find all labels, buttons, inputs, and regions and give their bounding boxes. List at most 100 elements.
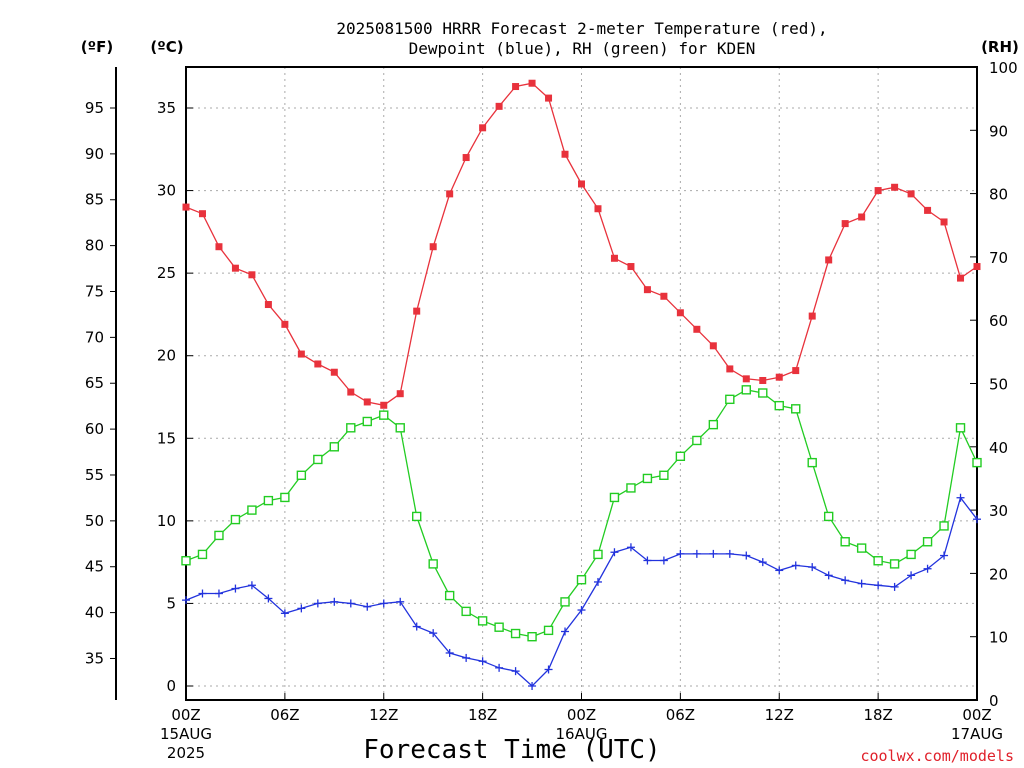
dewpoint-point (214, 589, 223, 598)
dewpoint-point (659, 556, 668, 565)
dewpoint-point (973, 515, 981, 524)
temperature-point (578, 180, 585, 188)
dewpoint-point (313, 599, 322, 608)
dewpoint-point (264, 594, 273, 603)
dewpoint-point (511, 667, 520, 676)
rh-tick-label: 30 (989, 502, 1008, 520)
chart-title: 2025081500 HRRR Forecast 2-meter Tempera… (336, 19, 827, 58)
time-tick-label: 18Z (863, 706, 892, 724)
temperature-point (660, 292, 668, 300)
rh-point (725, 394, 735, 405)
fahrenheit-unit-label: (ºF) (81, 38, 113, 56)
rh-point (296, 470, 307, 480)
rh-tick-label: 80 (989, 186, 1008, 204)
time-tick-label: 16AUG (556, 725, 608, 743)
series (181, 79, 982, 690)
temperature-point (182, 203, 190, 211)
celsius-tick-label: 15 (157, 429, 176, 447)
rh-point (280, 492, 290, 503)
rh-point (576, 575, 587, 585)
temperature-point (512, 83, 520, 91)
rh-point (527, 632, 537, 642)
rh-point (955, 423, 966, 433)
rh-point (346, 423, 356, 433)
celsius-tick-label: 5 (166, 594, 176, 612)
temperature-point (528, 79, 536, 87)
dewpoint-point (890, 582, 899, 591)
rh-point (428, 559, 438, 569)
temperature-point (297, 350, 305, 358)
temperature-point (891, 183, 899, 191)
rh-point (543, 625, 554, 636)
rh-point (412, 511, 422, 522)
rh-tick-label: 90 (989, 122, 1008, 140)
rh-point (659, 470, 669, 480)
dewpoint-point (874, 581, 883, 590)
time-tick-label: 17AUG (951, 725, 1003, 743)
time-tick-label: 00Z (567, 706, 596, 724)
celsius-tick-label: 20 (157, 347, 176, 365)
dewpoint-point (808, 563, 817, 572)
rh-point (626, 483, 636, 493)
temperature-point (198, 210, 206, 218)
dewpoint-point (297, 604, 306, 613)
chart-title-line2: Dewpoint (blue), RH (green) for KDEN (409, 39, 756, 58)
temperature-point (330, 368, 338, 376)
rh-tick-label: 0 (989, 692, 999, 710)
dewpoint-point (841, 576, 850, 585)
temperature-point (742, 375, 750, 383)
rh-tick-label: 20 (989, 565, 1008, 583)
temperature-point (264, 301, 272, 309)
fahrenheit-tick-label: 40 (85, 604, 104, 622)
dewpoint-point (775, 566, 784, 575)
dewpoint-point (593, 577, 602, 586)
rh-point (873, 556, 883, 566)
dewpoint-point (346, 599, 355, 608)
rh-point (939, 521, 949, 531)
dewpoint-point (544, 665, 553, 674)
fahrenheit-tick-label: 45 (85, 558, 104, 576)
dewpoint-point (725, 549, 734, 558)
fahrenheit-tick-label: 95 (85, 99, 104, 117)
rh-unit-label: (RH) (981, 38, 1019, 56)
dewpoint-point (824, 571, 833, 580)
temperature-point (676, 309, 684, 317)
temperature-point (413, 307, 421, 315)
temperature-point (380, 401, 388, 409)
temperature-point (693, 325, 701, 333)
chart-title-line1: 2025081500 HRRR Forecast 2-meter Tempera… (336, 19, 827, 38)
rh-point (593, 549, 603, 560)
dewpoint-point (478, 657, 487, 666)
temperature-point (709, 342, 717, 350)
dewpoint-point (445, 648, 454, 657)
time-tick-label: 18Z (468, 706, 497, 724)
rh-tick-label: 10 (989, 629, 1008, 647)
rh-point (840, 537, 850, 547)
temperature-point (858, 213, 866, 221)
dewpoint-point (429, 629, 438, 638)
temperature-point (561, 150, 569, 158)
dewpoint-point (907, 571, 916, 580)
time-tick-label: 00Z (962, 706, 991, 724)
temperature-point (545, 94, 553, 102)
rh-tick-label: 60 (989, 312, 1008, 330)
temperature-point (973, 263, 981, 271)
rh-point (560, 597, 570, 607)
fahrenheit-tick-label: 75 (85, 282, 104, 300)
fahrenheit-tick-label: 90 (85, 145, 104, 163)
temperature-point (808, 312, 816, 320)
temperature-point (248, 271, 256, 279)
dewpoint-point (363, 602, 372, 611)
fahrenheit-tick-label: 60 (85, 420, 104, 438)
rh-tick-label: 100 (989, 59, 1018, 77)
dewpoint-point (330, 597, 339, 606)
dewpoint-point (626, 543, 635, 552)
dewpoint-point (923, 564, 932, 573)
time-tick-label: 15AUG (160, 725, 212, 743)
temperature-point (396, 390, 404, 398)
fahrenheit-axis: 35 40 45 50 55 60 65 70 75 80 85 90 95 (85, 99, 116, 667)
x-axis-title: Forecast Time (UTC) (363, 735, 660, 765)
rh-series (181, 385, 982, 642)
rh-axis: 0 10 20 30 40 50 60 70 80 90 100 (970, 59, 1018, 710)
